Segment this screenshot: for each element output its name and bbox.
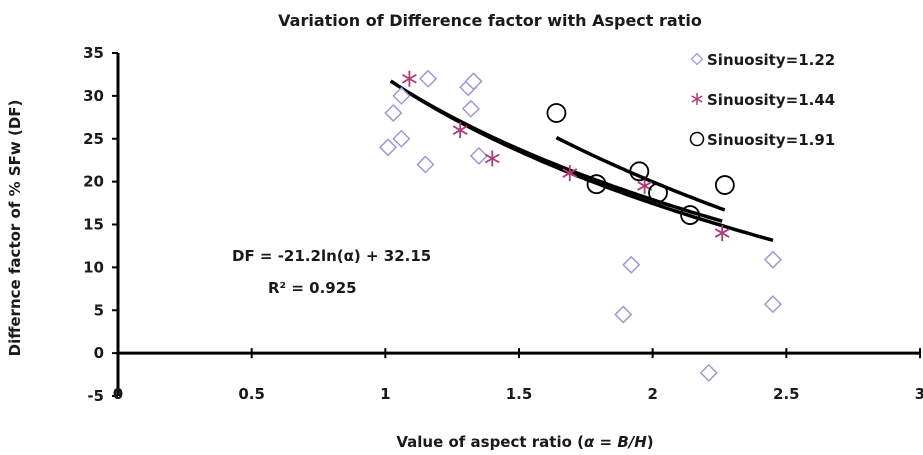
x-axis-label-ratio: B/H: [617, 433, 647, 451]
data-point-series-3: [586, 174, 607, 195]
data-point-series-3: [648, 182, 668, 203]
data-point-series-1: [392, 129, 411, 148]
r-squared-label: R² = 0.925: [268, 279, 357, 297]
x-tick-label: 0: [113, 385, 123, 403]
data-point-series-3: [680, 205, 700, 225]
y-tick-label: 25: [83, 130, 104, 148]
data-point-series-1: [464, 72, 483, 91]
x-axis-label-middle: =: [594, 433, 617, 451]
x-tick-label: 2.5: [773, 385, 800, 403]
legend-marker-3: [689, 131, 705, 147]
data-point-series-1: [614, 305, 633, 324]
y-tick-label: 35: [83, 44, 104, 62]
legend-marker-2: [691, 93, 703, 105]
y-tick-label: 5: [94, 301, 104, 319]
y-tick-label: 0: [94, 344, 104, 362]
data-point-series-1: [763, 295, 783, 314]
x-axis-label: Value of aspect ratio (α = B/H): [396, 433, 653, 451]
y-tick-label: 15: [83, 216, 104, 234]
x-axis-label-prefix: Value of aspect ratio (: [396, 433, 584, 451]
x-tick-label: 1.5: [506, 385, 533, 403]
data-point-series-1: [461, 99, 480, 118]
axes: -5 0 5 10 15 20 25 30 35 0 0.5 1 1.5 2 2.5 3: [83, 44, 923, 405]
legend-marker-1: [690, 52, 704, 66]
data-point-series-1: [763, 250, 783, 269]
y-axis-label: Differnce factor of % SFw (DF): [6, 100, 24, 357]
data-point-series-2: [484, 150, 500, 167]
data-point-series-1: [416, 155, 435, 174]
data-point-series-3: [629, 161, 650, 182]
y-tick-label: 10: [83, 258, 104, 276]
data-point-series-3: [546, 103, 567, 123]
data-point-series-1: [419, 69, 438, 88]
data-point-series-1: [699, 363, 718, 382]
trendline-3: [555, 136, 726, 212]
y-tick-label: -5: [87, 387, 104, 405]
chart-title: Variation of Difference factor with Aspe…: [278, 11, 702, 30]
legend: Sinuosity=1.22 Sinuosity=1.44 Sinuosity=1.…: [689, 51, 835, 149]
trendline-2: [408, 91, 723, 223]
x-tick-label: 1: [380, 385, 390, 403]
legend-label-1: Sinuosity=1.22: [707, 51, 835, 69]
x-tick-label: 2: [647, 385, 657, 403]
y-tick-label: 30: [83, 87, 104, 105]
data-point-series-1: [469, 146, 488, 165]
x-axis-label-suffix: ): [647, 433, 654, 451]
legend-label-2: Sinuosity=1.44: [707, 91, 835, 109]
data-point-series-2: [714, 225, 730, 242]
x-axis-label-alpha: α: [584, 433, 595, 451]
x-tick-label: 3: [915, 385, 923, 403]
data-point-series-1: [384, 103, 403, 123]
data-point-series-1: [392, 86, 411, 105]
y-tick-label: 20: [83, 173, 104, 191]
trendline-equation: DF = -21.2ln(α) + 32.15: [232, 247, 431, 265]
legend-label-3: Sinuosity=1.91: [707, 131, 835, 149]
data-point-series-1: [378, 138, 398, 157]
data-point-series-3: [714, 175, 735, 195]
data-point-series-2: [452, 122, 468, 139]
data-point-series-2: [401, 70, 417, 87]
trendlines: [389, 79, 774, 242]
data-point-series-1: [622, 255, 641, 274]
markers: [378, 69, 783, 382]
data-point-series-2: [562, 165, 578, 182]
x-tick-label: 0.5: [238, 385, 265, 403]
